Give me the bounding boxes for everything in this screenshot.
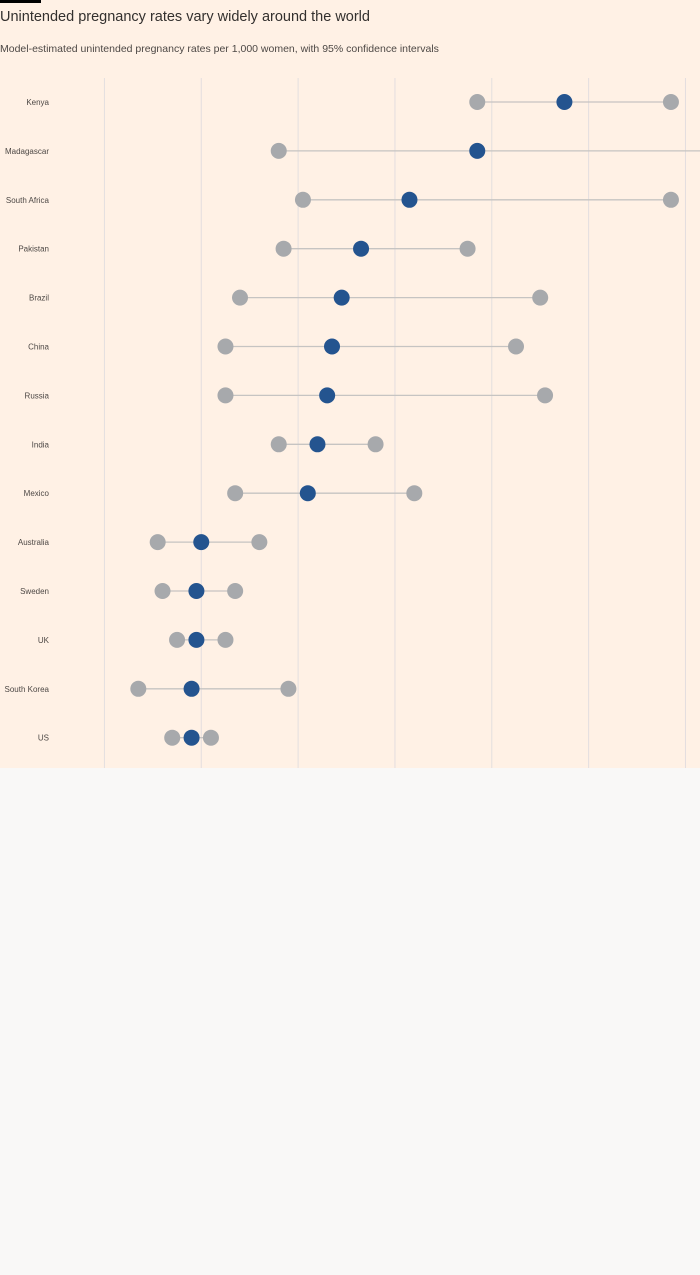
lower-bound-point	[275, 240, 292, 257]
gridlines	[103, 78, 686, 768]
upper-bound-point	[508, 338, 524, 355]
lower-bound-point	[469, 94, 486, 110]
country-label: US	[38, 734, 49, 743]
country-label: Brazil	[29, 294, 49, 303]
country-label: Mexico	[24, 489, 50, 498]
lower-bound-point	[232, 289, 248, 306]
chart-title: Unintended pregnancy rates vary widely a…	[0, 9, 370, 25]
estimate-point	[183, 729, 200, 746]
upper-bound-point	[367, 436, 384, 453]
upper-bound-point	[662, 94, 679, 110]
upper-bound-point	[251, 534, 268, 551]
country-label: Sweden	[20, 587, 49, 596]
estimate-point	[193, 534, 210, 551]
upper-bound-point	[532, 289, 549, 306]
estimate-point	[556, 94, 573, 110]
chart-row: India	[32, 436, 384, 453]
estimate-point	[188, 631, 205, 648]
chart-row: Mexico	[24, 485, 423, 502]
country-label: India	[32, 440, 50, 449]
lower-bound-point	[169, 631, 186, 648]
dot-range-chart: Kenya Madagascar South Africa Pakistan Brazi…	[5, 78, 700, 768]
chart-row: South Korea	[5, 680, 297, 697]
lower-bound-point	[149, 534, 166, 551]
lower-bound-point	[270, 436, 287, 453]
chart-row: Russia	[25, 387, 554, 404]
estimate-point	[299, 485, 316, 502]
chart-card: Unintended pregnancy rates vary widely a…	[0, 0, 700, 768]
lower-bound-point	[154, 583, 171, 599]
chart-row: Sweden	[20, 583, 244, 599]
lower-bound-point	[294, 191, 311, 208]
lower-bound-point	[227, 485, 244, 502]
country-label: Kenya	[26, 98, 49, 107]
estimate-point	[401, 191, 418, 208]
upper-bound-point	[280, 680, 297, 697]
estimate-point	[324, 338, 340, 355]
estimate-point	[183, 680, 200, 697]
lower-bound-point	[217, 387, 234, 404]
country-label: South Africa	[6, 196, 50, 205]
upper-bound-point	[202, 729, 219, 746]
accent-bar	[0, 0, 41, 3]
chart-row: UK	[38, 631, 234, 648]
chart-row: Kenya	[26, 94, 679, 110]
country-label: Pakistan	[18, 245, 49, 254]
estimate-point	[319, 387, 336, 404]
chart-row: Brazil	[29, 289, 549, 306]
estimate-point	[333, 289, 350, 306]
lower-bound-point	[217, 338, 234, 355]
upper-bound-point	[537, 387, 554, 404]
upper-bound-point	[459, 240, 476, 257]
chart-subtitle: Model-estimated unintended pregnancy rat…	[0, 43, 439, 55]
chart-row: Pakistan	[18, 240, 476, 257]
upper-bound-point	[406, 485, 423, 502]
estimate-point	[188, 583, 205, 599]
country-label: China	[28, 343, 49, 352]
country-label: UK	[38, 636, 50, 645]
upper-bound-point	[662, 191, 679, 208]
chart-row: South Africa	[6, 191, 679, 208]
upper-bound-point	[227, 583, 244, 599]
lower-bound-point	[164, 729, 181, 746]
chart-row: Madagascar	[5, 142, 700, 159]
upper-bound-point	[217, 631, 234, 648]
lower-bound-point	[270, 142, 287, 159]
estimate-point	[469, 142, 486, 159]
chart-row: China	[28, 338, 524, 355]
country-label: South Korea	[5, 685, 50, 694]
country-label: Russia	[25, 391, 50, 400]
chart-row: Australia	[18, 534, 268, 551]
chart-row: US	[38, 729, 219, 746]
chart-rows: Kenya Madagascar South Africa Pakistan Brazi…	[5, 94, 700, 746]
estimate-point	[353, 240, 370, 257]
estimate-point	[309, 436, 326, 453]
country-label: Madagascar	[5, 147, 49, 156]
lower-bound-point	[130, 680, 147, 697]
country-label: Australia	[18, 538, 50, 547]
